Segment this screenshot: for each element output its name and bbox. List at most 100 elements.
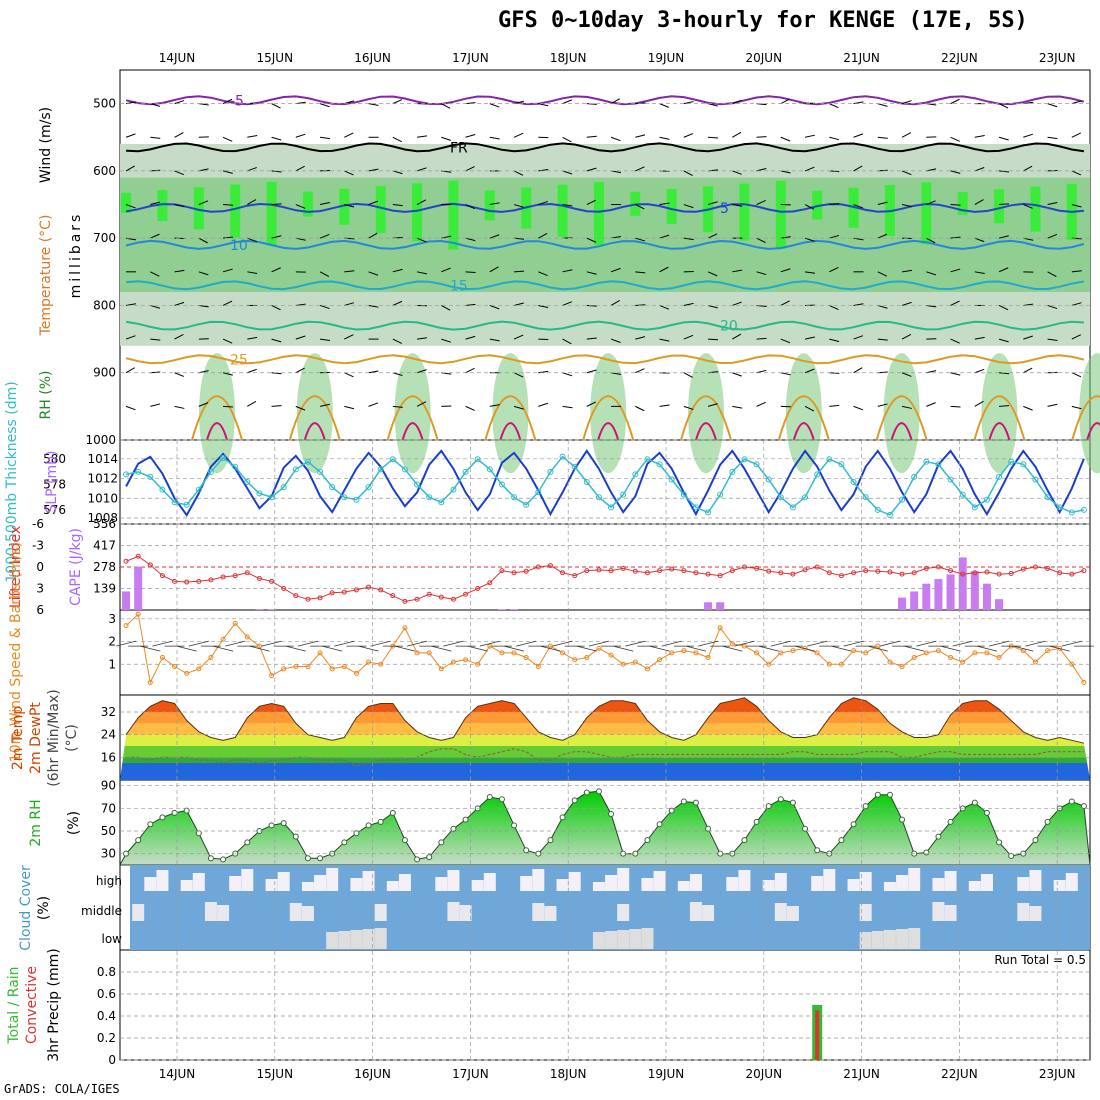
wind-barb — [368, 370, 379, 374]
thickness-point — [777, 494, 784, 501]
wind-barb — [489, 103, 500, 108]
wind-barb — [780, 300, 790, 306]
wind-barb — [683, 170, 693, 177]
isotherm-label: -5 — [230, 93, 244, 109]
rh-point — [680, 798, 687, 805]
cloud-high-cell — [1029, 870, 1042, 891]
rh-point — [486, 794, 493, 800]
wind-barb — [998, 267, 1009, 273]
cloud-mid-cell — [617, 904, 630, 921]
thickness-ytick: 576 — [43, 503, 66, 517]
cape-ytick: 278 — [93, 560, 116, 574]
cloud-unit-label: (%) — [36, 896, 52, 920]
li-point — [341, 589, 347, 595]
rh-point — [899, 816, 906, 823]
wind-barb — [732, 204, 743, 207]
date-label-bottom: 15JUN — [257, 1067, 294, 1081]
wind-barb — [613, 645, 634, 652]
wind-barb — [901, 301, 912, 306]
temp-line — [125, 697, 1085, 744]
wind-barb — [659, 304, 670, 310]
cloud-mid-cell — [447, 902, 460, 921]
wind-barb — [538, 271, 548, 277]
wind-barb — [635, 368, 645, 374]
thickness-point — [899, 496, 906, 503]
wind-point — [948, 654, 954, 660]
wind-barb — [877, 403, 888, 407]
wind-barb — [586, 135, 597, 138]
wind-barb — [926, 200, 936, 206]
rh-point — [705, 825, 712, 832]
li-point — [147, 562, 153, 568]
wind-point — [911, 654, 917, 660]
thickness-point — [365, 484, 372, 491]
wind-barb — [1071, 170, 1082, 176]
cloud-mid-cell — [532, 903, 545, 921]
wind-barb — [722, 645, 743, 652]
wind-barb — [974, 237, 985, 243]
wind-barb — [829, 338, 840, 342]
cape-bar — [922, 583, 931, 610]
isotherm-arc — [288, 395, 341, 441]
cloud-mid-cell — [1029, 906, 1042, 921]
wind-point — [1081, 679, 1087, 685]
wind-axis-label: 10m Wind Speed & Barbs (m/s) — [8, 542, 24, 762]
date-label-bottom: 18JUN — [550, 1067, 587, 1081]
wind-barb — [392, 338, 403, 344]
wind-barb — [707, 201, 718, 206]
thickness-point — [159, 486, 166, 493]
wind-barb — [416, 337, 428, 340]
rh-plume — [688, 353, 724, 474]
wind-barb — [974, 400, 984, 407]
thickness-point — [171, 499, 178, 506]
wind-barb — [465, 405, 475, 411]
wind-barb — [489, 136, 500, 140]
li-point — [378, 587, 384, 593]
wind-barb — [489, 338, 500, 342]
ua-ytick: 900 — [93, 366, 116, 380]
wind-point — [996, 654, 1002, 660]
wind-barb — [392, 405, 403, 408]
wind-barb — [358, 645, 379, 652]
wind-barb — [319, 403, 330, 407]
isotherm-arc — [386, 395, 439, 441]
wind-barb — [344, 405, 355, 410]
temp-axis-label: 2m DewPt — [28, 702, 44, 774]
wind-point — [826, 661, 832, 667]
isotherm-arc-inner — [206, 422, 228, 441]
thickness-point — [207, 468, 214, 475]
wind-point — [657, 657, 663, 663]
wind-barb — [247, 368, 257, 374]
thickness-point — [886, 511, 893, 518]
wind-barb — [271, 405, 282, 407]
wind-barb — [586, 271, 597, 275]
date-label-top: 15JUN — [257, 51, 294, 65]
wind-barb — [271, 267, 281, 273]
thickness-point — [608, 504, 615, 511]
thickness-point — [571, 463, 578, 470]
rh-cell — [994, 189, 1005, 224]
wind-barb — [465, 237, 476, 242]
cloud-high-cell — [520, 876, 533, 891]
thickness-point — [741, 456, 748, 463]
wind-point — [172, 664, 178, 670]
wind-point — [232, 620, 238, 626]
wind-barb — [707, 304, 718, 309]
rh-cell — [957, 192, 968, 216]
rh-point — [595, 788, 602, 795]
wind-point — [256, 643, 262, 649]
wind-point — [608, 652, 614, 658]
wind-point — [632, 659, 638, 665]
wind-point — [426, 650, 432, 656]
thickness-point — [329, 484, 336, 491]
rh-point — [207, 855, 214, 862]
wind-barb — [999, 405, 1010, 407]
rh-point — [886, 791, 893, 798]
wind-barb — [1071, 372, 1082, 378]
thickness-point — [959, 491, 966, 498]
li-point — [317, 595, 323, 601]
wind-point — [875, 643, 881, 649]
rh-unit-label: (%) — [66, 811, 82, 835]
slp-axis-label: SLP (mb) — [44, 450, 60, 513]
wind-point — [754, 650, 760, 656]
